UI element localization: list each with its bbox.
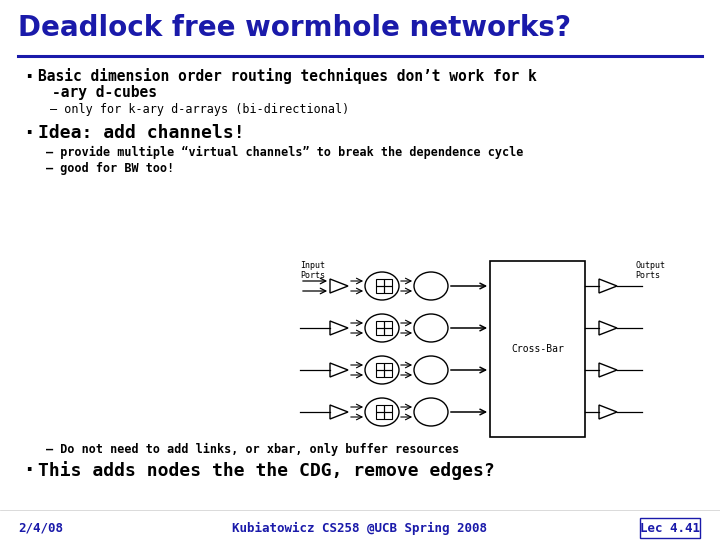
Bar: [384, 286, 392, 293]
Bar: [376, 279, 384, 286]
Bar: [376, 286, 384, 293]
Text: This adds nodes the the CDG, remove edges?: This adds nodes the the CDG, remove edge…: [38, 461, 495, 480]
Bar: [376, 405, 384, 412]
Bar: [376, 363, 384, 370]
Ellipse shape: [414, 398, 448, 426]
Ellipse shape: [365, 356, 399, 384]
Text: ·: ·: [22, 124, 35, 144]
Text: – good for BW too!: – good for BW too!: [46, 162, 174, 175]
Text: Basic dimension order routing techniques don’t work for k: Basic dimension order routing techniques…: [38, 68, 536, 84]
Bar: [640, 518, 700, 538]
Text: – only for k-ary d-arrays (bi-directional): – only for k-ary d-arrays (bi-directiona…: [50, 103, 349, 116]
Bar: [384, 321, 392, 328]
Text: – Do not need to add links, or xbar, only buffer resources: – Do not need to add links, or xbar, onl…: [46, 443, 459, 456]
Ellipse shape: [414, 314, 448, 342]
Text: Input
Ports: Input Ports: [300, 261, 325, 280]
Text: Cross-Bar: Cross-Bar: [511, 344, 564, 354]
Text: – provide multiple “virtual channels” to break the dependence cycle: – provide multiple “virtual channels” to…: [46, 146, 523, 159]
Bar: [376, 370, 384, 377]
Text: ·: ·: [22, 461, 35, 481]
Bar: [384, 405, 392, 412]
Text: -ary d-cubes: -ary d-cubes: [52, 85, 157, 100]
Ellipse shape: [365, 272, 399, 300]
Bar: [384, 412, 392, 419]
Bar: [384, 279, 392, 286]
Text: Output
Ports: Output Ports: [635, 261, 665, 280]
Bar: [384, 328, 392, 335]
Ellipse shape: [365, 314, 399, 342]
Ellipse shape: [414, 356, 448, 384]
Bar: [384, 363, 392, 370]
Text: 2/4/08: 2/4/08: [18, 522, 63, 535]
Text: Idea: add channels!: Idea: add channels!: [38, 124, 245, 142]
Bar: [376, 328, 384, 335]
Text: Lec 4.41: Lec 4.41: [640, 522, 700, 535]
Text: Kubiatowicz CS258 @UCB Spring 2008: Kubiatowicz CS258 @UCB Spring 2008: [233, 522, 487, 535]
Ellipse shape: [414, 272, 448, 300]
Ellipse shape: [365, 398, 399, 426]
Bar: [376, 321, 384, 328]
Bar: [490, 261, 585, 437]
Text: ·: ·: [22, 68, 35, 88]
Text: Deadlock free wormhole networks?: Deadlock free wormhole networks?: [18, 14, 571, 42]
Bar: [384, 370, 392, 377]
Bar: [376, 412, 384, 419]
